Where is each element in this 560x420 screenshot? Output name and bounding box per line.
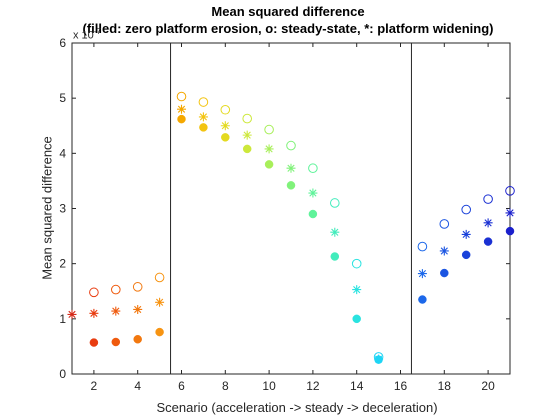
- point-star-3: [111, 306, 121, 316]
- point-star-12: [308, 188, 318, 198]
- x-tick-label-4: 4: [134, 379, 141, 393]
- point-star-2: [89, 308, 99, 318]
- y-axis-exponent: x 10-7: [73, 27, 101, 42]
- x-tick-label-10: 10: [262, 379, 276, 393]
- point-o-20: [483, 194, 493, 204]
- x-tick-label-14: 14: [350, 379, 364, 393]
- x-tick-label-6: 6: [178, 379, 185, 393]
- axes-box: [71, 42, 511, 375]
- x-tick-label-16: 16: [394, 379, 408, 393]
- x-axis-label: Scenario (acceleration -> steady -> dece…: [156, 400, 438, 415]
- chart-subtitle: (filled: zero platform erosion, o: stead…: [82, 21, 494, 36]
- point-filled-12: [308, 209, 318, 219]
- point-o-19: [461, 204, 472, 215]
- y-tick-label-2: 2: [59, 257, 66, 271]
- point-filled-14: [352, 314, 361, 324]
- chart-title: Mean squared difference: [211, 4, 365, 19]
- point-star-9: [242, 130, 252, 140]
- point-star-8: [220, 121, 230, 131]
- point-filled-5: [155, 327, 164, 337]
- point-filled-19: [461, 250, 471, 260]
- point-filled-20: [483, 237, 493, 246]
- point-filled-9: [242, 144, 252, 154]
- point-o-13: [330, 198, 340, 208]
- y-axis-label: Mean squared difference: [39, 136, 55, 280]
- point-filled-3: [111, 337, 121, 347]
- point-filled-8: [221, 133, 230, 142]
- point-o-14: [351, 258, 362, 269]
- point-star-6: [177, 104, 186, 114]
- point-o-5: [154, 272, 165, 283]
- point-star-14: [352, 285, 362, 295]
- point-filled-7: [199, 123, 208, 132]
- point-filled-6: [177, 114, 186, 124]
- point-star-1: [67, 309, 77, 319]
- point-o-21: [505, 186, 515, 196]
- point-star-15: [374, 354, 384, 364]
- point-star-4: [133, 304, 143, 314]
- point-o-3: [111, 284, 121, 295]
- point-o-4: [132, 282, 143, 292]
- point-filled-18: [440, 268, 449, 278]
- point-star-11: [286, 163, 296, 173]
- point-o-6: [176, 91, 187, 102]
- point-filled-17: [418, 295, 427, 304]
- point-o-9: [242, 113, 252, 124]
- x-tick-label-18: 18: [438, 379, 452, 393]
- x-tick-label-2: 2: [91, 379, 98, 393]
- point-star-19: [461, 229, 471, 239]
- point-star-10: [264, 144, 274, 154]
- point-filled-13: [330, 252, 340, 261]
- point-o-18: [439, 219, 450, 229]
- x-tick-label-20: 20: [481, 379, 495, 393]
- point-o-10: [264, 124, 274, 135]
- point-star-13: [330, 227, 340, 237]
- y-tick-label-5: 5: [59, 91, 66, 105]
- point-o-8: [220, 104, 231, 115]
- point-filled-4: [133, 334, 142, 344]
- point-star-7: [198, 112, 208, 122]
- x-tick-label-8: 8: [222, 379, 229, 393]
- point-star-18: [439, 246, 449, 256]
- y-axis-exponent-base: x 10: [73, 29, 94, 42]
- x-tick-label-12: 12: [306, 379, 320, 393]
- point-star-21: [505, 208, 515, 218]
- point-o-11: [286, 140, 296, 151]
- y-tick-label-1: 1: [59, 312, 66, 326]
- point-star-17: [417, 269, 427, 279]
- point-star-20: [483, 218, 493, 228]
- point-filled-2: [89, 338, 99, 347]
- point-filled-10: [264, 160, 274, 169]
- point-filled-21: [505, 226, 515, 236]
- y-tick-label-6: 6: [59, 36, 66, 50]
- y-tick-label-3: 3: [59, 202, 66, 216]
- point-o-7: [198, 97, 209, 107]
- point-o-17: [417, 241, 428, 252]
- point-o-2: [89, 287, 99, 298]
- point-star-5: [155, 297, 165, 307]
- y-axis-exponent-power: -7: [93, 27, 101, 36]
- point-filled-11: [286, 181, 296, 190]
- y-tick-label-0: 0: [59, 367, 66, 381]
- point-o-12: [308, 163, 318, 174]
- y-tick-label-4: 4: [59, 146, 66, 160]
